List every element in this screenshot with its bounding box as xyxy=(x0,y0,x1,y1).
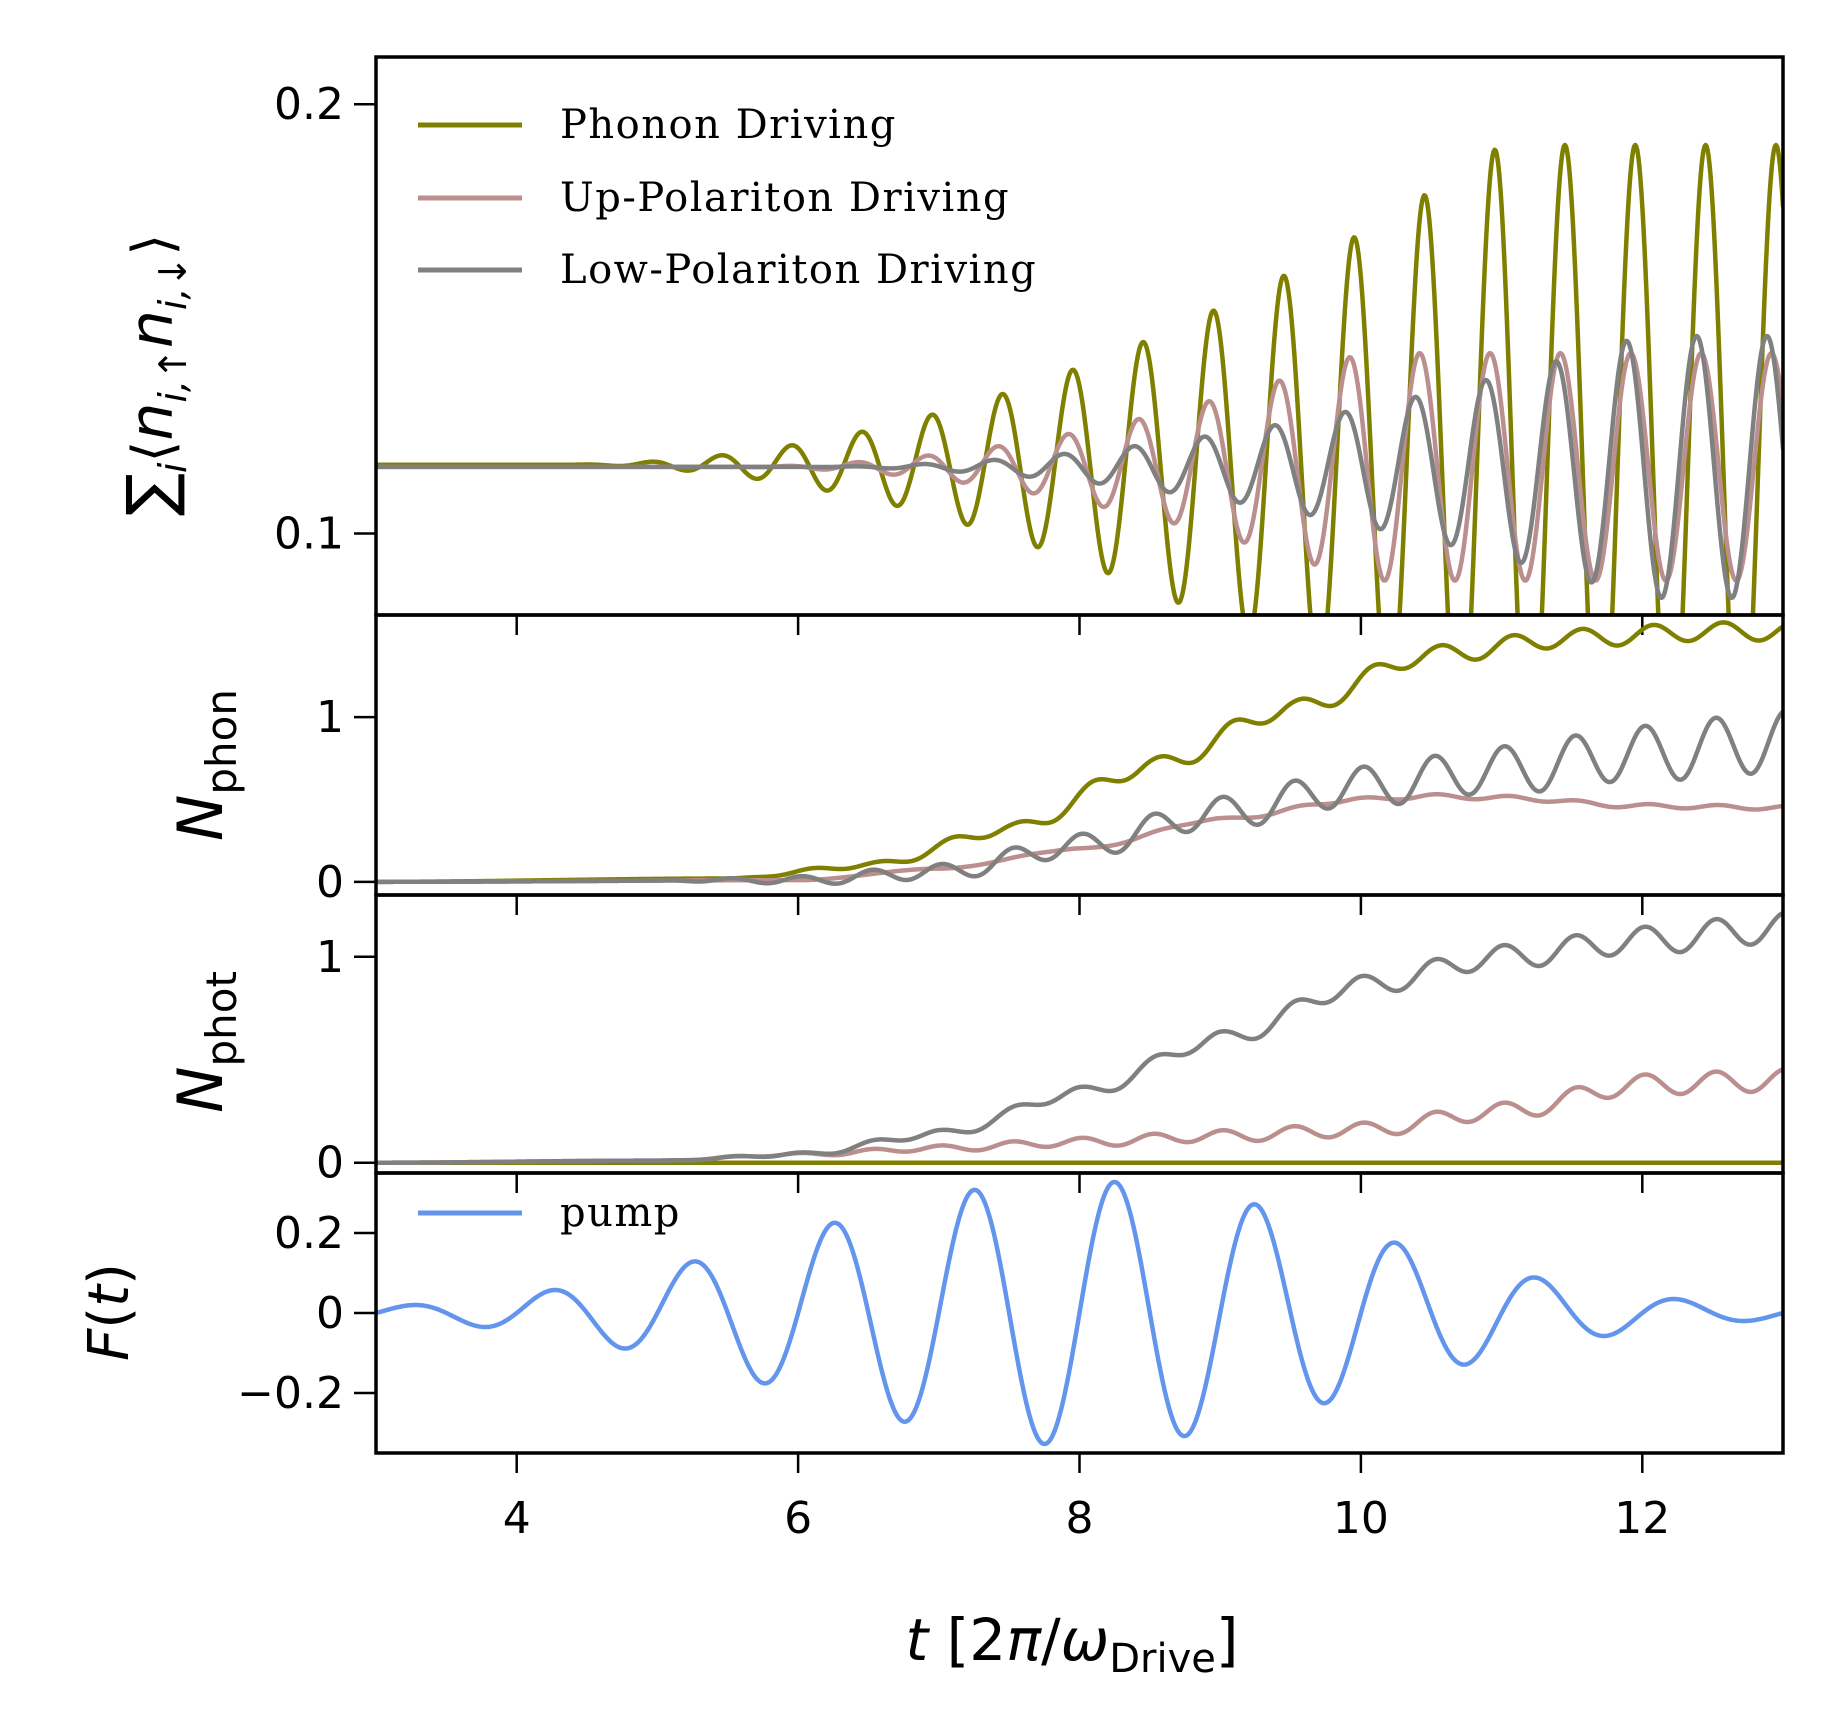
series-line-phonon_number-phonon xyxy=(376,620,1783,885)
ylabel-double-occupancy: ∑i⟨ni,↑ni,↓⟩ xyxy=(114,234,195,516)
series-line-phonon_number-up xyxy=(376,791,1783,885)
ytick-label-phonon_number: 1 xyxy=(316,692,344,743)
xlabel: t [2π/ωDrive] xyxy=(905,1606,1238,1682)
xtick-label: 12 xyxy=(1614,1493,1670,1544)
ytick-label-photon_number: 1 xyxy=(316,932,344,983)
legend-label-pump: pump xyxy=(560,1190,681,1236)
series-line-pump-pump xyxy=(376,1179,1783,1447)
ylabel-nphot: Nphot xyxy=(164,971,246,1113)
legend-label-up: Up-Polariton Driving xyxy=(560,175,1010,221)
panel-phonon_number: 01 xyxy=(316,613,1785,915)
ytick-label-pump: 0 xyxy=(316,1288,344,1339)
panel-pump: 0.2 0 −0.2 xyxy=(237,1171,1785,1473)
legend-label-phonon: Phonon Driving xyxy=(560,102,897,148)
series-line-double_occupancy-low xyxy=(376,333,1783,601)
series-line-phonon_number-low xyxy=(376,709,1783,886)
axes-frame-phonon_number xyxy=(374,613,1785,897)
legend-label-low: Low-Polariton Driving xyxy=(560,247,1037,293)
series-line-photon_number-up xyxy=(376,1067,1783,1165)
series-line-photon_number-low xyxy=(376,910,1783,1165)
ytick-label-pump: 0.2 xyxy=(274,1208,344,1259)
ytick-label-double_occupancy: 0.2 xyxy=(274,79,344,130)
ytick-label-double_occupancy: 0.1 xyxy=(274,508,344,559)
ytick-label-photon_number: 0 xyxy=(316,1138,344,1189)
panel-photon_number: 01 xyxy=(316,893,1785,1193)
xtick-label: 4 xyxy=(503,1493,531,1544)
xtick-label: 6 xyxy=(784,1493,812,1544)
legend-top: Phonon Driving Up-Polariton Driving Low-… xyxy=(418,102,1037,293)
ytick-label-pump: −0.2 xyxy=(237,1368,344,1419)
xtick-label: 10 xyxy=(1333,1493,1389,1544)
legend-pump: pump xyxy=(418,1190,681,1236)
xtick-label: 8 xyxy=(1066,1493,1094,1544)
ylabel-pump: F(t) xyxy=(77,1263,142,1361)
ylabel-nphon: Nphon xyxy=(164,689,246,841)
ytick-label-phonon_number: 0 xyxy=(316,857,344,908)
panel-double_occupancy: 0.1 0.2 xyxy=(274,55,1785,635)
